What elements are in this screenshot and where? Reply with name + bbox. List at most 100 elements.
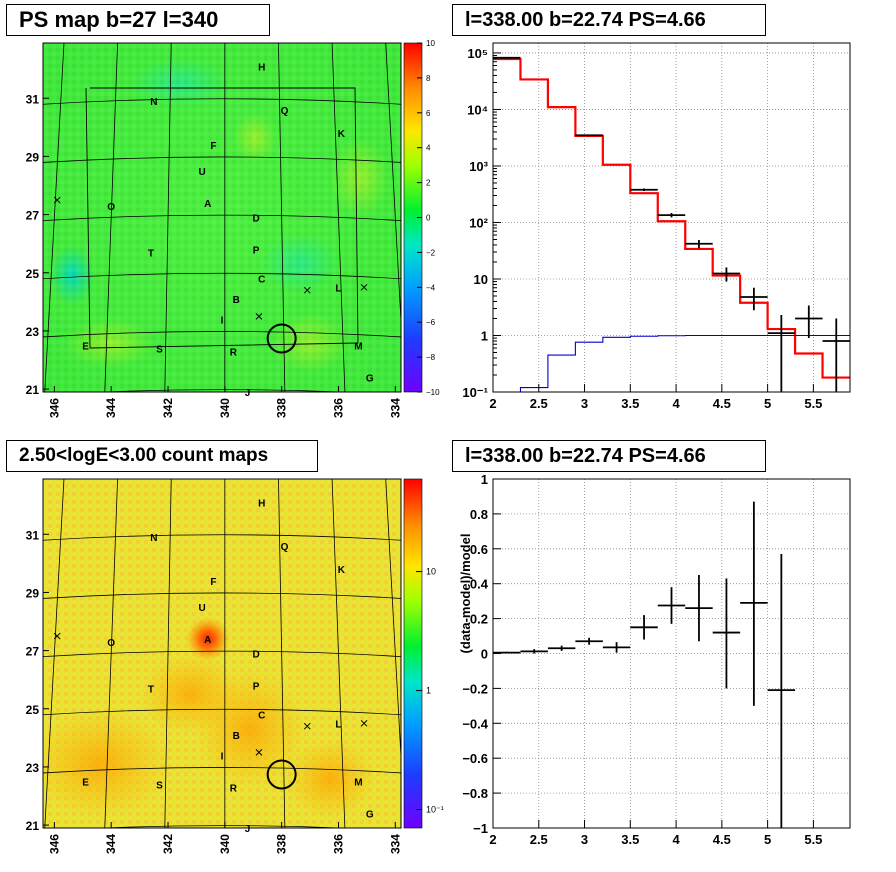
spectrum-x-tick-label: 5 bbox=[764, 396, 771, 411]
ps-map-y-tick-label: 21 bbox=[26, 383, 40, 397]
spectrum-data-point bbox=[767, 315, 796, 392]
cnt-map-longitude-line bbox=[164, 479, 172, 828]
residual-x-tick-label: 2.5 bbox=[530, 832, 548, 847]
count-map-hotspot bbox=[185, 616, 230, 661]
cnt-map-panel: H N Q K F U O A D T P C L BI E S R M G J 346 344 342 340 338 336 3… bbox=[26, 478, 444, 854]
cnt-map-source-label: P bbox=[253, 681, 260, 692]
ps-map-colorbar-tick-label: 10 bbox=[426, 39, 435, 48]
ps-map-source-label: N bbox=[150, 97, 157, 108]
ps-map-source-label: K bbox=[338, 129, 346, 140]
cnt-map-longitude-line bbox=[278, 479, 286, 828]
ps-map-source-label: S bbox=[156, 344, 163, 355]
cnt-map-cross-marker bbox=[360, 719, 368, 727]
count-map-bright-region bbox=[285, 739, 375, 819]
cnt-map-longitude-line bbox=[331, 479, 346, 828]
ps-map-source-label: C bbox=[258, 275, 265, 286]
cnt-map-cross-marker bbox=[255, 749, 263, 756]
cnt-map-latitude-line bbox=[43, 650, 401, 657]
cnt-map-x-tick-label: 334 bbox=[388, 834, 402, 854]
residual-data-point bbox=[657, 587, 686, 624]
cnt-map-source-label: U bbox=[198, 603, 205, 614]
ps-map-x-tick-label: 344 bbox=[104, 398, 118, 418]
residual-data-point bbox=[493, 651, 521, 654]
ps-map-longitude-line bbox=[44, 43, 65, 392]
spectrum-data-point bbox=[630, 188, 658, 192]
cnt-map-source-label: L bbox=[335, 719, 341, 730]
residual-title: l=338.00 b=22.74 PS=4.66 bbox=[452, 440, 766, 472]
ps-map-colorbar-tick-label: 0 bbox=[426, 214, 431, 223]
cnt-map-latitude-line bbox=[43, 708, 401, 716]
spectrum-x-tick-label: 2 bbox=[489, 396, 496, 411]
spectrum-x-tick-label: 2.5 bbox=[530, 396, 548, 411]
spectrum-x-tick-label: 5.5 bbox=[804, 396, 822, 411]
cnt-map-x-tick-label: 338 bbox=[275, 834, 289, 854]
ps-map-source-label: B bbox=[233, 295, 240, 306]
cnt-map-source-label: B bbox=[233, 731, 240, 742]
cnt-map-source-label: S bbox=[156, 780, 163, 791]
cnt-map-source-label: J bbox=[245, 824, 251, 835]
spectrum-x-tick-label: 4 bbox=[672, 396, 680, 411]
residual-x-tick-label: 2 bbox=[489, 832, 496, 847]
cnt-map-y-tick-label: 21 bbox=[26, 819, 40, 833]
spectrum-y-tick-label: 1 bbox=[481, 328, 488, 343]
ps-map-longitude-line bbox=[164, 43, 172, 392]
spectrum-y-tick-label: 10 bbox=[474, 272, 488, 287]
ps-map-panel: H N Q K F U O A D T P C L BI E S R M G J 346 344 342 340 338 336 3… bbox=[26, 39, 440, 418]
spectrum-data-point bbox=[685, 239, 713, 249]
ps-map-source-label: L bbox=[335, 283, 341, 294]
ps-map-latitude-line bbox=[43, 214, 401, 221]
ps-map-frame bbox=[42, 42, 402, 393]
ps-map-longitude-line bbox=[278, 43, 286, 392]
ps-map-coordinate-grid bbox=[43, 43, 401, 392]
ps-map-x-tick-label: 338 bbox=[275, 398, 289, 418]
ps-map-colorbar-tick-label: 2 bbox=[426, 179, 431, 188]
ps-map-longitude-line bbox=[331, 43, 346, 392]
cnt-map-cross-marker bbox=[303, 722, 311, 730]
ps-map-region-outline bbox=[85, 87, 359, 349]
spectrum-data-point bbox=[795, 305, 823, 339]
cnt-map-coordinate-grid bbox=[43, 479, 401, 828]
cnt-map-colorbar bbox=[403, 478, 423, 829]
cnt-map-source-label: M bbox=[354, 777, 362, 788]
residual-y-tick-label: −0.8 bbox=[462, 786, 488, 801]
cnt-map-x-tick-label: 340 bbox=[218, 834, 232, 854]
ps-map-source-label: O bbox=[107, 202, 115, 213]
cnt-map-y-tick-label: 27 bbox=[26, 645, 40, 659]
ps-map-colorbar-tick-label: 4 bbox=[426, 144, 431, 153]
ps-map-colorbar-tick-label: −4 bbox=[426, 283, 436, 292]
residual-y-tick-label: 0.4 bbox=[470, 577, 489, 592]
ps-map-y-tick-label: 31 bbox=[26, 92, 40, 106]
spectrum-x-tick-label: 3 bbox=[581, 396, 588, 411]
cnt-map-source-label: Q bbox=[281, 542, 289, 553]
residual-data-point bbox=[685, 574, 713, 642]
ps-map-colorbar-tick-label: −8 bbox=[426, 353, 436, 362]
ps-map-area bbox=[43, 43, 401, 392]
ps-map-colorbar-tick-label: −10 bbox=[426, 388, 440, 397]
residual-data-point bbox=[767, 554, 796, 828]
cnt-map-source-label: O bbox=[107, 638, 115, 649]
cnt-map-latitude-line bbox=[43, 592, 401, 599]
residual-x-tick-label: 5.5 bbox=[804, 832, 822, 847]
ps-map-source-label: D bbox=[252, 214, 259, 225]
ps-map-colorbar-tick-label: 8 bbox=[426, 74, 431, 83]
ps-map-x-tick-label: 334 bbox=[388, 398, 402, 418]
ps-map-y-tick-label: 27 bbox=[26, 209, 40, 223]
cnt-map-source-label: F bbox=[210, 577, 216, 588]
spectrum-background-line bbox=[493, 334, 850, 393]
cnt-map-source-label: R bbox=[230, 783, 238, 794]
cnt-map-source-label: T bbox=[148, 684, 154, 695]
ps-map-source-label: F bbox=[210, 141, 216, 152]
cnt-map-source-label: E bbox=[82, 777, 89, 788]
count-map-colorbar-tick-label: 10⁻¹ bbox=[426, 805, 444, 815]
ps-map-colorbar-tick-label: −2 bbox=[426, 248, 436, 257]
residual-data-point bbox=[575, 637, 603, 645]
spectrum-y-tick-label: 10⁵ bbox=[467, 46, 488, 61]
cnt-map-y-tick-label: 29 bbox=[26, 586, 40, 600]
ps-map-longitude-line bbox=[385, 43, 401, 329]
cnt-map-latitude-line bbox=[43, 534, 401, 541]
spectrum-x-tick-label: 4.5 bbox=[713, 396, 731, 411]
residual-y-tick-label: −1 bbox=[473, 821, 488, 836]
spectrum-data-point bbox=[822, 318, 850, 392]
residual-y-axis-label: (data-model)/model bbox=[458, 534, 473, 654]
ps-map-x-tick-label: 340 bbox=[218, 398, 232, 418]
